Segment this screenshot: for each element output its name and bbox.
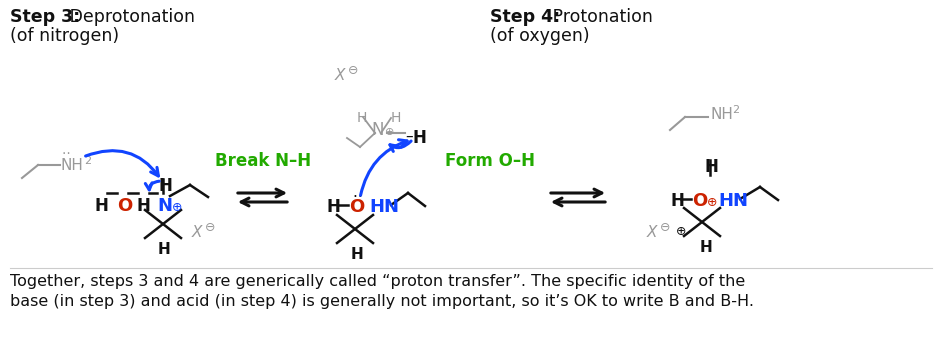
Text: H: H (159, 177, 173, 195)
Text: ⊕: ⊕ (172, 201, 183, 214)
Text: H: H (95, 197, 109, 215)
Text: Deprotonation: Deprotonation (64, 8, 195, 26)
Text: H: H (137, 197, 151, 215)
Text: –: – (405, 129, 413, 144)
Text: ⊕: ⊕ (672, 225, 687, 238)
Text: HN: HN (718, 192, 748, 210)
Text: X: X (647, 225, 658, 240)
Text: NH: NH (710, 107, 733, 122)
Text: Break N–H: Break N–H (215, 152, 311, 170)
Text: ⊖: ⊖ (348, 64, 359, 77)
Text: base (in step 3) and acid (in step 4) is generally not important, so it’s OK to : base (in step 3) and acid (in step 4) is… (10, 294, 754, 309)
Text: X: X (192, 225, 203, 240)
Text: ⊖: ⊖ (660, 221, 671, 234)
Text: NH: NH (60, 158, 83, 173)
Text: ⊕: ⊕ (707, 196, 718, 209)
Text: (of nitrogen): (of nitrogen) (10, 27, 119, 45)
Text: (of oxygen): (of oxygen) (490, 27, 590, 45)
Text: Form O–H: Form O–H (445, 152, 535, 170)
Text: ⊕: ⊕ (385, 127, 395, 137)
Text: N: N (157, 197, 172, 215)
Text: Protonation: Protonation (547, 8, 653, 26)
Text: ··: ·· (62, 147, 75, 161)
Text: HN: HN (369, 198, 399, 216)
Text: Step 4:: Step 4: (490, 8, 560, 26)
Text: H: H (158, 242, 171, 257)
Text: H: H (670, 192, 684, 210)
Text: Together, steps 3 and 4 are generically called “proton transfer”. The specific i: Together, steps 3 and 4 are generically … (10, 274, 745, 289)
Text: H: H (357, 111, 367, 125)
Text: O: O (692, 192, 707, 210)
Text: H: H (327, 198, 341, 216)
Text: ⊖: ⊖ (205, 221, 216, 234)
Text: H: H (391, 111, 401, 125)
Text: H: H (413, 129, 427, 147)
Text: H: H (705, 158, 719, 176)
Text: H: H (351, 247, 364, 262)
Text: O: O (117, 197, 132, 215)
Text: Step 3:: Step 3: (10, 8, 80, 26)
Text: 2: 2 (732, 105, 739, 115)
Text: ··: ·· (353, 190, 367, 205)
Text: O: O (349, 198, 365, 216)
Text: X: X (335, 68, 346, 83)
Text: N: N (371, 121, 383, 139)
Text: H: H (700, 240, 713, 255)
Text: 2: 2 (84, 156, 91, 166)
